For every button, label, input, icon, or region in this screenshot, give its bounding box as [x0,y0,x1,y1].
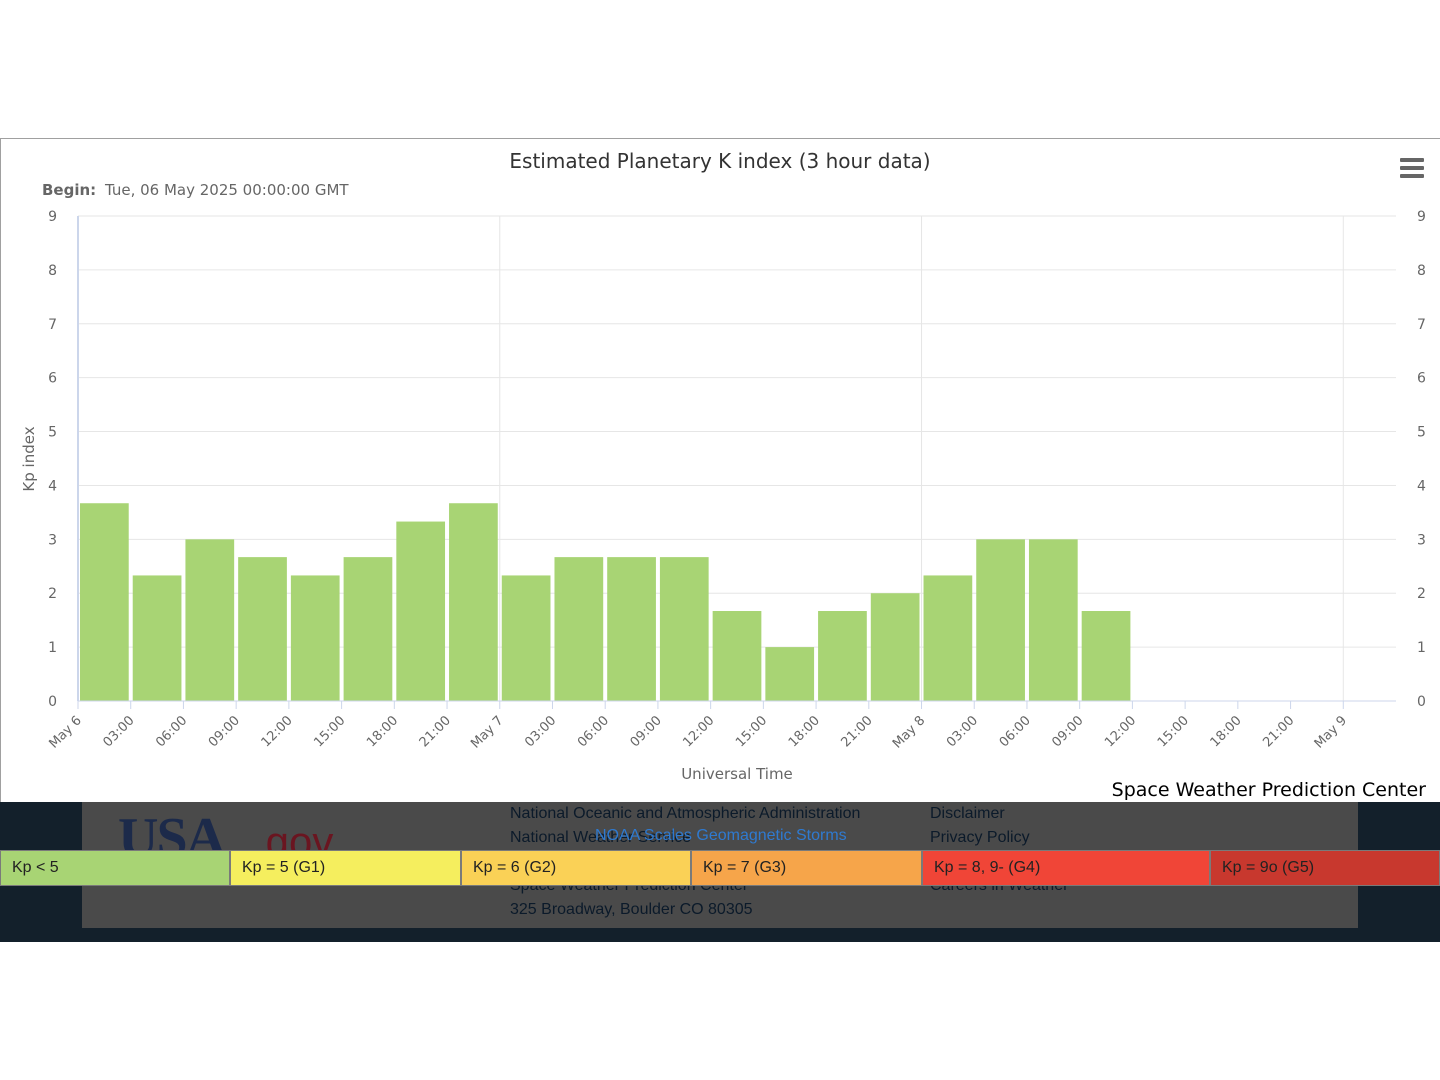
x-tick-label: 03:00 [522,713,559,750]
y-tick-label-right: 2 [1417,586,1426,602]
y-tick-label-right: 7 [1417,317,1426,333]
y-tick-label-left: 5 [48,425,57,441]
y-tick-label-right: 1 [1417,640,1426,656]
y-tick-label-left: 4 [48,478,57,494]
subtitle-label: Begin: [42,181,96,199]
x-axis-title: Universal Time [681,765,793,783]
y-tick-label-left: 8 [48,263,57,279]
scale-kp-below-5: Kp < 5 [0,850,230,886]
y-tick-label-left: 7 [48,317,57,333]
hamburger-icon [1400,174,1424,178]
y-tick-label-right: 3 [1417,532,1426,548]
x-tick-label: 21:00 [417,713,454,750]
x-tick-label: 21:00 [1260,713,1297,750]
scale-g1: Kp = 5 (G1) [230,850,461,886]
x-tick-label: May 9 [1312,713,1350,751]
kp-bar[interactable] [449,503,498,701]
y-tick-label-right: 9 [1417,209,1426,225]
y-tick-label-left: 2 [48,586,57,602]
kp-bar[interactable] [1081,611,1131,701]
scale-g4: Kp = 8, 9- (G4) [922,850,1210,886]
chart-credit: Space Weather Prediction Center [1112,779,1427,801]
scale-g3: Kp = 7 (G3) [691,850,922,886]
y-tick-label-right: 8 [1417,263,1426,279]
kp-bar[interactable] [501,575,551,701]
x-tick-label: May 8 [890,713,928,751]
kp-bar[interactable] [712,611,762,701]
kp-bar[interactable] [765,647,815,701]
kp-bar[interactable] [396,521,446,701]
kp-bar[interactable] [923,575,973,701]
y-tick-label-left: 6 [48,371,57,387]
x-tick-label: 12:00 [680,713,717,750]
y-tick-label-left: 1 [48,640,57,656]
y-tick-label-left: 0 [48,694,57,710]
x-tick-label: 15:00 [311,713,348,750]
kp-bar[interactable] [132,575,182,701]
x-tick-label: 12:00 [259,713,296,750]
hamburger-icon [1400,166,1424,170]
footer-disclaimer-link[interactable]: Disclaimer [930,805,1005,822]
chart-subtitle: Begin: Tue, 06 May 2025 00:00:00 GMT [42,181,349,199]
hamburger-icon [1400,158,1424,162]
x-tick-label: May 7 [468,713,506,751]
x-tick-label: 09:00 [206,713,243,750]
kp-bar-chart: 0 0 1 1 2 2 3 3 4 4 5 5 6 6 7 7 8 8 9 9 May 6 03:00 06:00 09:00… [20,149,1427,801]
kp-bar[interactable] [343,557,393,701]
chart-title: Estimated Planetary K index (3 hour data… [509,149,930,173]
footer-privacy-link[interactable]: Privacy Policy [930,829,1030,846]
kp-bar[interactable] [976,539,1025,701]
x-tick-label: 15:00 [1155,713,1192,750]
x-tick-label: 03:00 [100,713,137,750]
y-tick-label-right: 6 [1417,371,1426,387]
kp-bar[interactable] [554,557,604,701]
x-tick-label: 06:00 [153,713,190,750]
x-tick-label: May 6 [46,713,84,751]
x-tick-label: 15:00 [733,713,770,750]
y-tick-label-right: 0 [1417,694,1426,710]
chart-menu-button[interactable] [1398,156,1426,180]
footer-nws[interactable]: National Weather Service [510,829,692,846]
y-axis-title: Kp index [20,426,38,491]
kp-bar[interactable] [659,557,709,701]
scale-g5: Kp = 9o (G5) [1210,850,1440,886]
kp-bar[interactable] [80,503,129,701]
y-tick-label-left: 3 [48,532,57,548]
noaa-scales-link[interactable]: NOAA Scales Geomagnetic Storms [595,827,847,844]
subtitle-value: Tue, 06 May 2025 00:00:00 GMT [104,181,349,199]
scale-g2: Kp = 6 (G2) [461,850,691,886]
y-tick-label-right: 4 [1417,478,1426,494]
logo-gov-text: .gov [254,818,334,850]
x-tick-label: 06:00 [575,713,612,750]
geomagnetic-scale-legend: Kp < 5 Kp = 5 (G1) Kp = 6 (G2) Kp = 7 (G… [0,850,1440,886]
x-tick-label: 06:00 [997,713,1034,750]
x-tick-label: 18:00 [364,713,401,750]
kp-bar[interactable] [1028,539,1078,701]
kp-bar[interactable] [818,611,867,701]
y-tick-label-right: 5 [1417,425,1426,441]
y-tick-label-left: 9 [48,209,57,225]
x-tick-label: 18:00 [786,713,823,750]
x-tick-label: 09:00 [1049,713,1086,750]
footer-address: 325 Broadway, Boulder CO 80305 [510,901,753,918]
kp-bar[interactable] [870,593,920,701]
logo-usa-text: USA [118,807,226,850]
kp-bar[interactable] [185,539,235,701]
x-tick-label: 12:00 [1102,713,1139,750]
footer-noaa[interactable]: National Oceanic and Atmospheric Adminis… [510,805,861,822]
usa-gov-logo[interactable]: USA .gov [88,802,348,850]
kp-bar[interactable] [607,557,656,701]
kp-bar[interactable] [290,575,340,701]
kp-bar[interactable] [238,557,287,701]
x-tick-label: 18:00 [1208,713,1245,750]
x-tick-label: 09:00 [628,713,665,750]
x-tick-label: 21:00 [839,713,876,750]
x-tick-label: 03:00 [944,713,981,750]
